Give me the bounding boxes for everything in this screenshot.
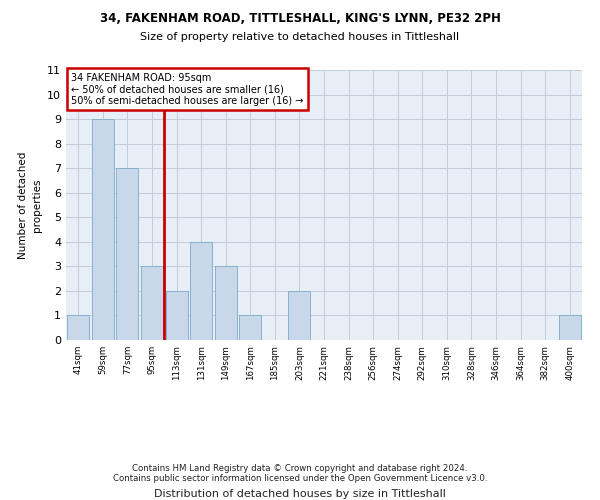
- Bar: [141, 266, 163, 340]
- Bar: [92, 119, 114, 340]
- Bar: [166, 291, 188, 340]
- Text: Contains public sector information licensed under the Open Government Licence v3: Contains public sector information licen…: [113, 474, 487, 483]
- Text: Contains HM Land Registry data © Crown copyright and database right 2024.: Contains HM Land Registry data © Crown c…: [132, 464, 468, 473]
- Bar: [215, 266, 237, 340]
- Bar: [116, 168, 139, 340]
- Bar: [239, 316, 262, 340]
- Text: Distribution of detached houses by size in Tittleshall: Distribution of detached houses by size …: [154, 489, 446, 499]
- Bar: [190, 242, 212, 340]
- Bar: [559, 316, 581, 340]
- Y-axis label: Number of detached
properties: Number of detached properties: [19, 152, 41, 258]
- Bar: [67, 316, 89, 340]
- Text: Size of property relative to detached houses in Tittleshall: Size of property relative to detached ho…: [140, 32, 460, 42]
- Bar: [289, 291, 310, 340]
- Text: 34 FAKENHAM ROAD: 95sqm
← 50% of detached houses are smaller (16)
50% of semi-de: 34 FAKENHAM ROAD: 95sqm ← 50% of detache…: [71, 72, 304, 106]
- Text: 34, FAKENHAM ROAD, TITTLESHALL, KING'S LYNN, PE32 2PH: 34, FAKENHAM ROAD, TITTLESHALL, KING'S L…: [100, 12, 500, 26]
